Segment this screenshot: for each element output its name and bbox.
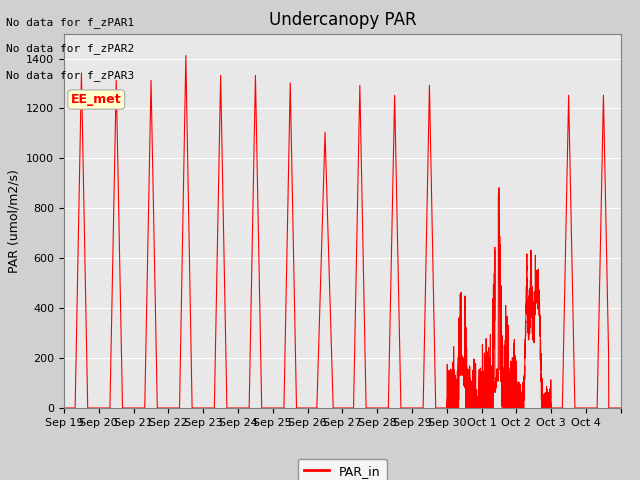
Text: No data for f_zPAR2: No data for f_zPAR2 bbox=[6, 43, 134, 54]
Y-axis label: PAR (umol/m2/s): PAR (umol/m2/s) bbox=[8, 169, 20, 273]
Text: No data for f_zPAR1: No data for f_zPAR1 bbox=[6, 17, 134, 28]
Text: EE_met: EE_met bbox=[71, 93, 122, 106]
Title: Undercanopy PAR: Undercanopy PAR bbox=[269, 11, 416, 29]
Text: No data for f_zPAR3: No data for f_zPAR3 bbox=[6, 70, 134, 81]
Legend: PAR_in: PAR_in bbox=[298, 458, 387, 480]
